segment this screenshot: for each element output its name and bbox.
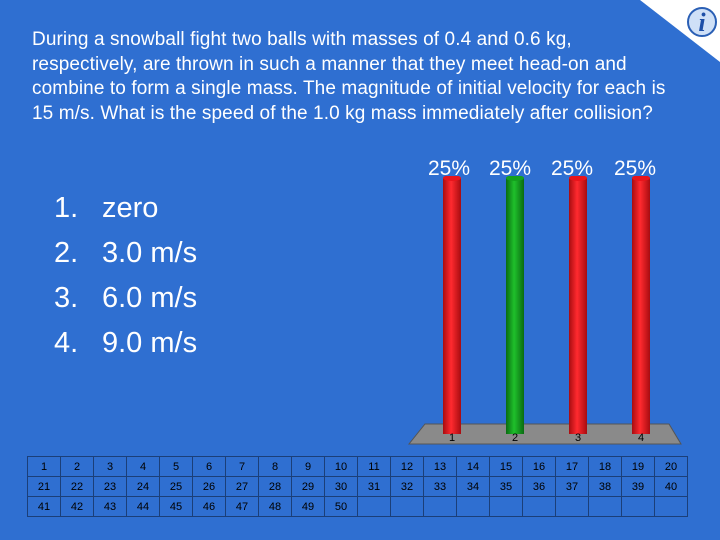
keypad-cell: 47 [225, 496, 259, 517]
keypad-cell: 40 [654, 476, 688, 497]
keypad-cell: 48 [258, 496, 292, 517]
keypad-cell: 19 [621, 456, 655, 477]
keypad-row: 41 42 43 44 45 46 47 48 49 50 [27, 496, 688, 517]
keypad-cell: 50 [324, 496, 358, 517]
keypad-cell: 4 [126, 456, 160, 477]
percent-label-4: 25% [614, 157, 657, 180]
logo-letter: i [698, 8, 706, 37]
keypad-empty-cell [357, 496, 391, 517]
keypad-cell: 21 [27, 476, 61, 497]
keypad-cell: 49 [291, 496, 325, 517]
keypad-cell: 6 [192, 456, 226, 477]
keypad-cell: 25 [159, 476, 193, 497]
keypad-cell: 29 [291, 476, 325, 497]
keypad-cell: 18 [588, 456, 622, 477]
keypad-cell: 26 [192, 476, 226, 497]
keypad-cell: 28 [258, 476, 292, 497]
chart-floor [407, 423, 682, 445]
answer-option-4[interactable]: 4. 9.0 m/s [54, 321, 197, 366]
percent-label-2: 25% [489, 157, 532, 180]
answer-option-3[interactable]: 3. 6.0 m/s [54, 276, 197, 321]
keypad-cell: 13 [423, 456, 457, 477]
answer-text: zero [102, 192, 159, 224]
keypad-empty-cell [588, 496, 622, 517]
keypad-cell: 22 [60, 476, 94, 497]
percent-label-3: 25% [551, 157, 594, 180]
keypad-cell: 1 [27, 456, 61, 477]
answer-list: 1. zero 2. 3.0 m/s 3. 6.0 m/s 4. 9.0 m/s [54, 186, 197, 366]
keypad-cell: 46 [192, 496, 226, 517]
keypad-cell: 20 [654, 456, 688, 477]
keypad-cell: 3 [93, 456, 127, 477]
keypad-cell: 15 [489, 456, 523, 477]
percent-label-1: 25% [428, 157, 471, 180]
keypad-cell: 45 [159, 496, 193, 517]
answer-text: 6.0 m/s [102, 282, 198, 314]
keypad-cell: 23 [93, 476, 127, 497]
keypad-empty-cell [654, 496, 688, 517]
keypad-cell: 30 [324, 476, 358, 497]
keypad-cell: 17 [555, 456, 589, 477]
keypad-cell: 9 [291, 456, 325, 477]
keypad-row: 21 22 23 24 25 26 27 28 29 30 31 32 33 34 35 36 37 38 39 40 [27, 476, 688, 497]
question-text: During a snowball fight two balls with m… [32, 29, 666, 124]
answer-text: 9.0 m/s [102, 327, 198, 359]
keypad-row: 1 2 3 4 5 6 7 8 9 10 11 12 13 14 15 16 17 18 19 20 [27, 456, 688, 477]
keypad-cell: 36 [522, 476, 556, 497]
keypad-cell: 35 [489, 476, 523, 497]
keypad-cell: 10 [324, 456, 358, 477]
answer-option-1[interactable]: 1. zero [54, 186, 197, 231]
bar-cap-4 [632, 176, 650, 181]
keypad-cell: 8 [258, 456, 292, 477]
keypad-cell: 34 [456, 476, 490, 497]
logo-corner: i [640, 0, 720, 62]
keypad-cell: 16 [522, 456, 556, 477]
answer-text: 3.0 m/s [102, 237, 198, 269]
bar-cap-1 [443, 176, 461, 181]
response-keypad-grid: 1 2 3 4 5 6 7 8 9 10 11 12 13 14 15 16 17 18 19 20 21 22 23 24 2… [27, 456, 688, 517]
keypad-cell: 14 [456, 456, 490, 477]
keypad-cell: 7 [225, 456, 259, 477]
keypad-cell: 24 [126, 476, 160, 497]
bar-label-2: 2 [512, 432, 518, 444]
keypad-cell: 11 [357, 456, 391, 477]
keypad-cell: 38 [588, 476, 622, 497]
bar-1 [443, 178, 461, 434]
vote-bar-chart: 1 2 3 4 [407, 176, 682, 445]
bar-label-4: 4 [638, 432, 644, 444]
keypad-cell: 41 [27, 496, 61, 517]
keypad-empty-cell [555, 496, 589, 517]
bar-4 [632, 178, 650, 434]
keypad-cell: 42 [60, 496, 94, 517]
keypad-cell: 44 [126, 496, 160, 517]
keypad-cell: 43 [93, 496, 127, 517]
keypad-cell: 12 [390, 456, 424, 477]
bar-cap-2 [506, 176, 524, 181]
keypad-cell: 37 [555, 476, 589, 497]
answer-option-2[interactable]: 2. 3.0 m/s [54, 231, 197, 276]
keypad-cell: 32 [390, 476, 424, 497]
keypad-empty-cell [489, 496, 523, 517]
keypad-empty-cell [390, 496, 424, 517]
keypad-cell: 27 [225, 476, 259, 497]
keypad-cell: 31 [357, 476, 391, 497]
keypad-empty-cell [522, 496, 556, 517]
bar-2 [506, 178, 524, 434]
keypad-cell: 2 [60, 456, 94, 477]
keypad-empty-cell [621, 496, 655, 517]
bar-label-1: 1 [449, 432, 455, 444]
bar-label-3: 3 [575, 432, 581, 444]
keypad-cell: 5 [159, 456, 193, 477]
bar-3 [569, 178, 587, 434]
bar-cap-3 [569, 176, 587, 181]
keypad-cell: 33 [423, 476, 457, 497]
keypad-empty-cell [456, 496, 490, 517]
keypad-empty-cell [423, 496, 457, 517]
keypad-cell: 39 [621, 476, 655, 497]
